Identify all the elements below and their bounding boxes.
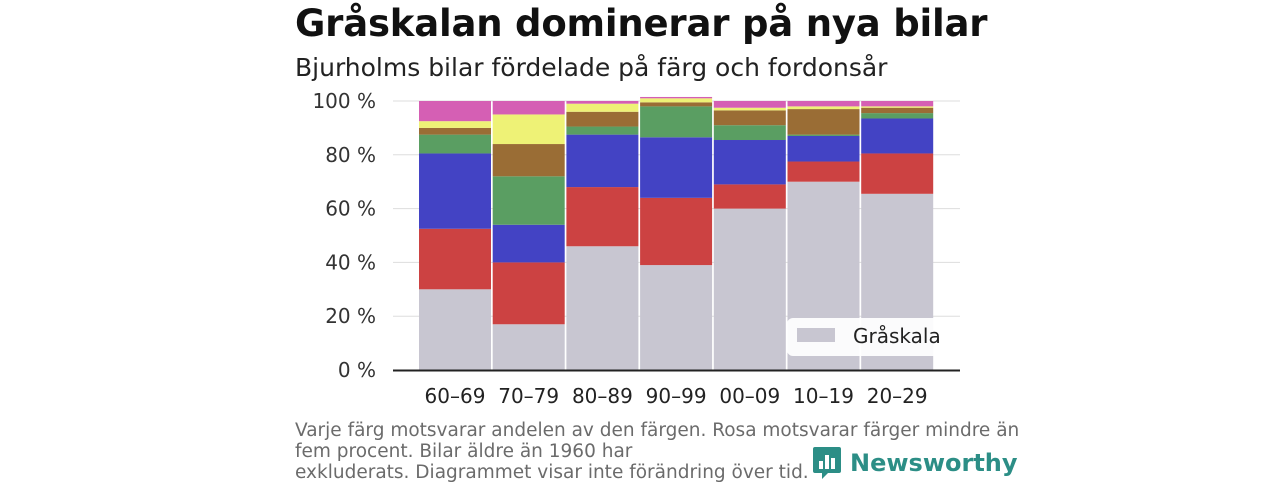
bar-segment (566, 187, 639, 247)
bar-segment (492, 262, 565, 325)
footnote: Varje färg motsvarar andelen av den färg… (295, 420, 1020, 483)
bar-segment (713, 184, 786, 209)
bar-segment (861, 106, 934, 108)
chart-subtitle: Bjurholms bilar fördelade på färg och fo… (295, 53, 888, 82)
x-tick-label: 00–09 (719, 384, 780, 408)
bar-segment (492, 176, 565, 225)
bar-segment (713, 140, 786, 185)
bar-segment (640, 197, 713, 266)
y-tick-label: 0 % (338, 358, 376, 382)
x-tick-label: 10–19 (793, 384, 854, 408)
bar-segment (787, 106, 860, 110)
bar-segment (787, 101, 860, 107)
bar-segment (566, 111, 639, 127)
legend-box (787, 318, 944, 356)
x-tick-labels: 60–69 70–79 80–89 90–99 00–09 10–19 20–29 (425, 384, 928, 408)
stacked-bar-chart: 0 % 20 % 40 % 60 % 80 % 100 % 60–69 70–79 80–89… (312, 89, 960, 408)
bar-segment (640, 137, 713, 198)
bar-segment (566, 134, 639, 188)
chart-title: Gråskalan dominerar på nya bilar (295, 2, 988, 45)
bar-segment (787, 161, 860, 182)
x-tick-label: 60–69 (425, 384, 486, 408)
bar-segment (566, 126, 639, 135)
bar-segment (713, 101, 786, 108)
bar-segment (492, 114, 565, 145)
y-tick-label: 60 % (325, 197, 376, 221)
bar-segment (640, 106, 713, 138)
bar-segment (787, 109, 860, 135)
newsworthy-logo[interactable]: Newsworthy (812, 444, 1018, 482)
footnote-line-2: fem procent. Bilar äldre än 1960 har (295, 441, 633, 462)
bar-segment (566, 103, 639, 112)
bar-segment (713, 107, 786, 111)
bar-segment (713, 110, 786, 126)
footnote-line-3: exkluderats. Diagrammet visar inte förän… (295, 462, 809, 483)
bar-segment (861, 107, 934, 114)
legend: Gråskala (787, 318, 944, 356)
bar-segment (492, 224, 565, 263)
bar-segment (419, 153, 491, 229)
bar-segment (713, 125, 786, 141)
x-tick-label: 70–79 (498, 384, 559, 408)
x-tick-label: 20–29 (867, 384, 928, 408)
bar-segment (492, 324, 565, 370)
bar-chart-bubble-icon (813, 447, 841, 479)
bar-segment (419, 134, 491, 154)
footnote-line-1: Varje färg motsvarar andelen av den färg… (295, 420, 1020, 441)
bar-segment (492, 101, 565, 115)
legend-label: Gråskala (853, 324, 941, 348)
y-tick-label: 100 % (312, 89, 376, 113)
bar-segment (566, 246, 639, 370)
bar-segment (640, 265, 713, 370)
x-tick-label: 80–89 (572, 384, 633, 408)
bar-segment (640, 102, 713, 107)
x-tick-label: 90–99 (646, 384, 707, 408)
bar-segment (861, 113, 934, 119)
y-tick-label: 80 % (325, 143, 376, 167)
bar-segment (419, 127, 491, 135)
bar-segment (713, 208, 786, 370)
bar-segment (419, 228, 491, 290)
bar-segment (419, 289, 491, 370)
bar-segment (640, 96, 713, 99)
bar-segment (861, 153, 934, 194)
y-tick-label: 40 % (325, 250, 376, 274)
bar-segment (566, 101, 639, 104)
bar-segment (419, 101, 491, 122)
bar-segment (861, 118, 934, 154)
bar-segment (861, 101, 934, 107)
legend-swatch (797, 328, 835, 342)
y-tick-labels: 0 % 20 % 40 % 60 % 80 % 100 % (312, 89, 376, 382)
bar-segment (787, 134, 860, 136)
bar-segment (419, 121, 491, 128)
y-tick-label: 20 % (325, 304, 376, 328)
brand-name: Newsworthy (850, 449, 1018, 477)
bar-segment (640, 98, 713, 103)
bar-segment (787, 135, 860, 162)
bar-segment (492, 144, 565, 177)
